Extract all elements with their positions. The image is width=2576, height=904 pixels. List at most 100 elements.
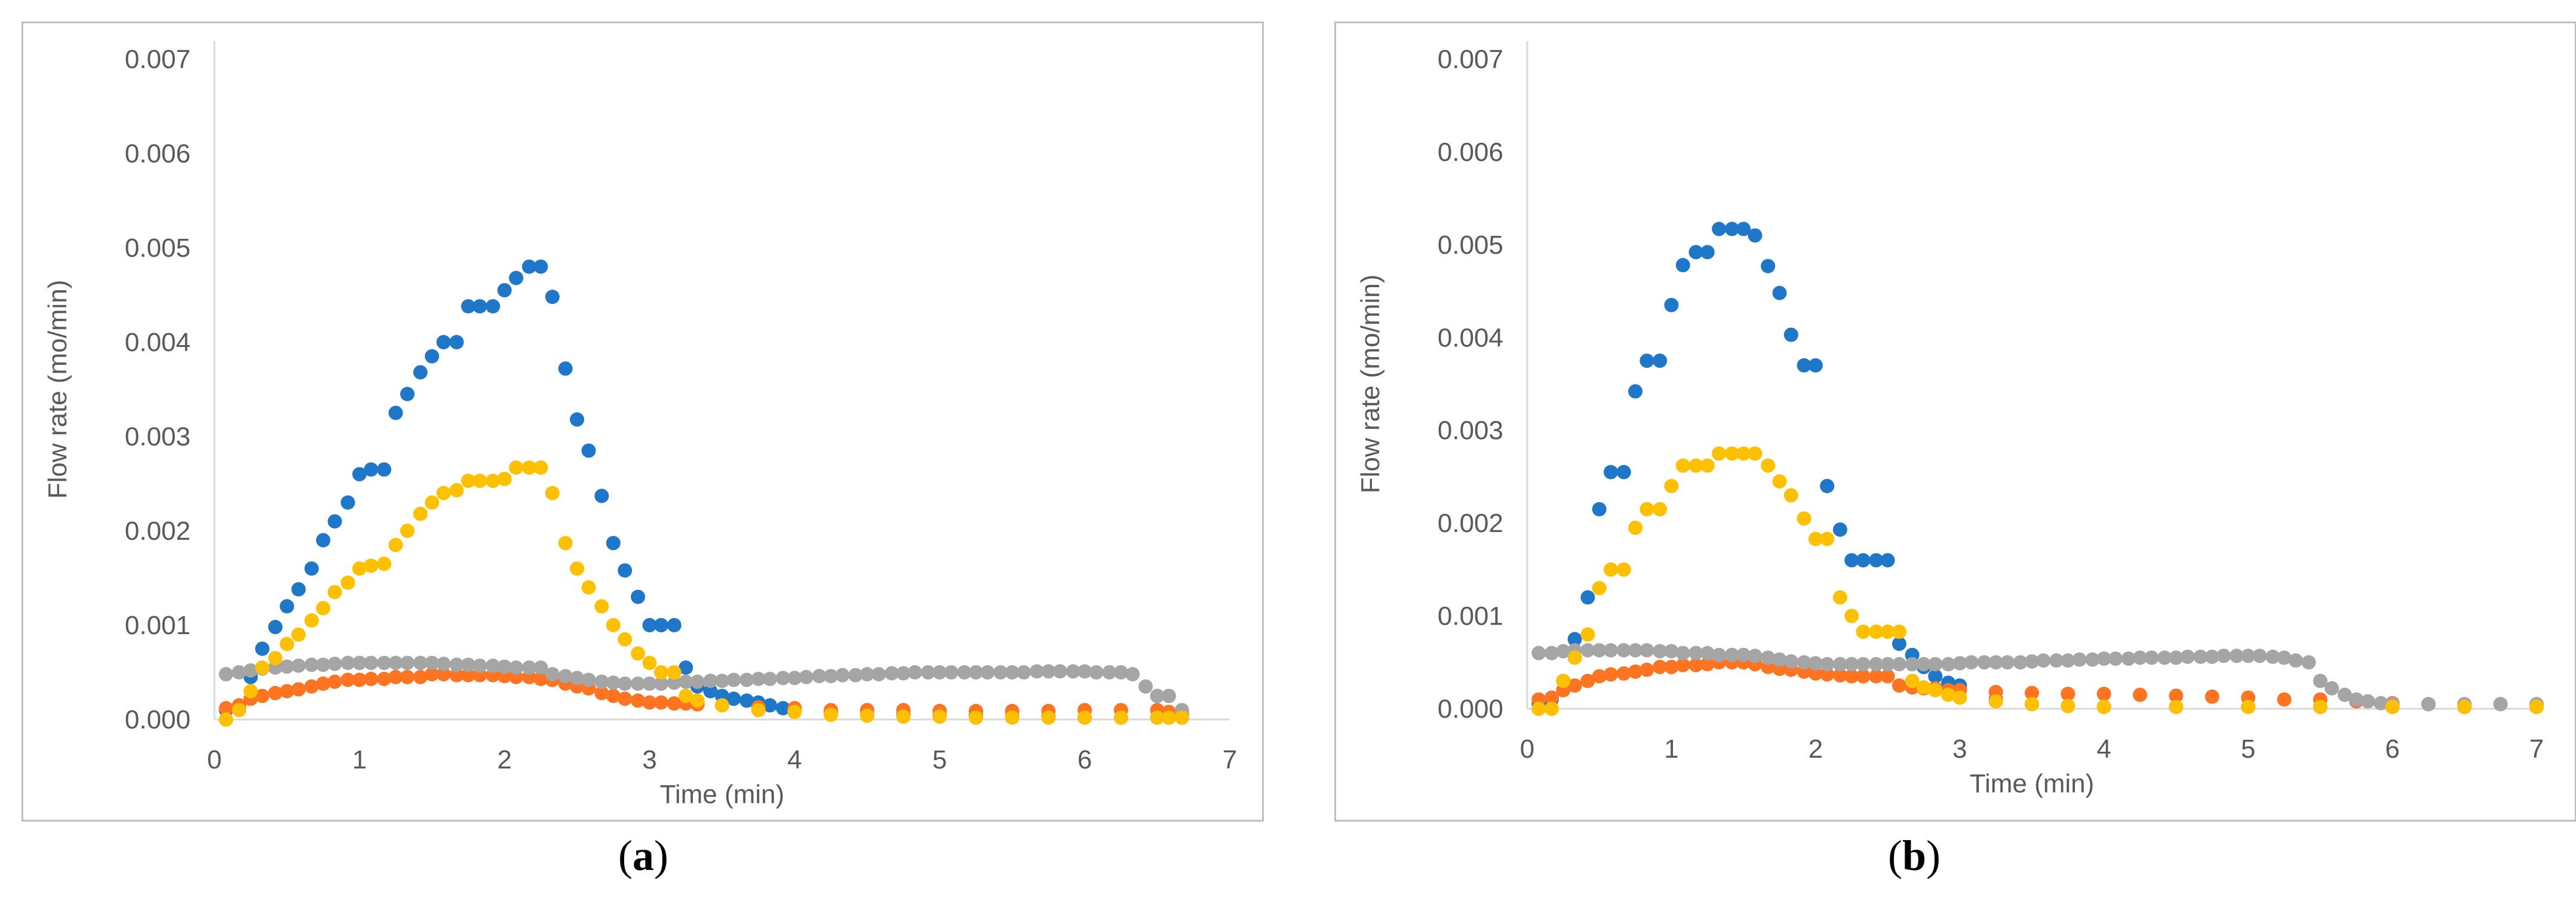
chart1-series-2-point [1639, 662, 1654, 677]
chart1-series-4 [1531, 446, 2544, 716]
chart1-series-1-point [1700, 245, 1715, 260]
chart1-series-3-point [2265, 649, 2280, 664]
chart1-series-3-point [1653, 644, 1668, 659]
chart0-series-1-point [776, 701, 790, 716]
chart1-series-3-point [2000, 655, 2015, 670]
chart-panel-b: 0.000 0.001 0.002 0.003 0.004 0.005 0.006 0.007… [1334, 21, 2576, 822]
chart0-series-3-point [327, 656, 342, 671]
chart0-series-2-point [316, 676, 331, 691]
chart1-series-1-point [1808, 358, 1823, 373]
chart0-series-4-point [678, 688, 693, 703]
chart0-series-2-point [364, 672, 379, 687]
chart0-series-1-point [522, 259, 536, 274]
chart1-series-3-point [1808, 656, 1823, 671]
chart1-series-4-point [1869, 624, 1884, 639]
chart0-series-3-point [1162, 688, 1176, 703]
chart1-series-4-point [2061, 699, 2075, 714]
chart1-series-3-point [1783, 654, 1798, 669]
chart0-series-4-point [219, 712, 234, 727]
chart1-series-3-point [1797, 655, 1812, 670]
chart1-series-4-point [1905, 674, 1920, 688]
chart1-series-1-point [1748, 228, 1763, 243]
chart1-series-4-point [1604, 562, 1619, 577]
chart0-x-tick-label: 7 [1223, 745, 1237, 774]
chart1-series-1-point [1797, 358, 1812, 373]
chart1-series-3-point [1820, 657, 1835, 672]
chart1-series-2-point [1700, 657, 1715, 672]
chart1-series-3-point [2061, 653, 2075, 668]
chart1-series-1-point [1856, 553, 1871, 568]
chart1-series-3-point [2301, 655, 2316, 670]
chart1-series-4-point [2096, 699, 2111, 714]
chart0-series-4-point [1041, 710, 1056, 725]
chart0-series-4-point [340, 575, 355, 590]
chart0-series-4-point [654, 665, 668, 679]
chart0-series-3-point [461, 657, 475, 672]
chart0-series-3-point [1113, 665, 1128, 679]
chart1-series-2-point [2133, 687, 2148, 702]
chart0-series-1-point [352, 467, 367, 482]
chart0-series-3-point [1125, 667, 1140, 682]
chart0-series-3-point [993, 665, 1008, 679]
chart1-series-4-point [1928, 682, 1943, 697]
chart1-series-1-point [1675, 258, 1690, 273]
chart1-series-1-point [1761, 259, 1776, 273]
chart0-series-3-point [606, 675, 621, 690]
chart1-series-1-point [1604, 465, 1619, 479]
chart0-series-3-point [799, 669, 813, 684]
chart1-series-2-point [2205, 689, 2219, 704]
chart0-series-2-point [352, 672, 367, 687]
chart0-series-1-point [425, 349, 440, 364]
chart0-series-2-point [618, 691, 633, 706]
chart1-series-3-point [1556, 644, 1571, 659]
chart1-series-1-point [1736, 222, 1751, 236]
chart0-series-3-point [944, 665, 959, 679]
chart0-series-2-point [667, 696, 681, 711]
chart1-y-tick-label: 0.007 [1438, 45, 1503, 74]
chart1-series-1-point [1844, 553, 1859, 568]
chart0-series-3-point [472, 658, 487, 673]
chart1-series-1-point [1928, 669, 1943, 684]
chart1-series-3-point [2337, 687, 2352, 702]
chart0-series-4-point [787, 705, 802, 719]
chart0-series-4-point [969, 710, 983, 725]
chart1-series-4-point [1580, 627, 1595, 642]
chart1-series-2-point [1820, 667, 1835, 682]
caption-a: (a) [618, 832, 668, 880]
chart1-series-2-point [1844, 669, 1859, 684]
chart1-series-3-point [2313, 674, 2328, 688]
chart0-series-3-point [509, 660, 524, 675]
chart0-series-3-point [763, 672, 778, 687]
chart0-series-2-point [594, 685, 609, 700]
chart1-series-1-point [1653, 353, 1668, 368]
chart0-series-1-point [581, 443, 596, 458]
chart1-series-3-point [2180, 649, 2195, 664]
chart1-series-2-point [2277, 692, 2292, 707]
chart1-series-3-point [1988, 655, 2003, 670]
chart0-series-4-point [436, 485, 451, 500]
chart0-series-3-point [1052, 664, 1067, 679]
chart0-series-2-point [291, 682, 306, 697]
chart0-series-3-point [667, 675, 681, 690]
chart1-x-axis-title: Time (min) [1970, 769, 2095, 798]
chart0-series-1-point [606, 536, 621, 551]
chart1-series-3-point [2144, 650, 2159, 665]
chart0-x-tick-label: 5 [932, 745, 947, 774]
chart0-series-1-point [545, 290, 560, 305]
chart0-series-3-point [436, 656, 451, 671]
chart1-x-tick-label: 7 [2529, 734, 2544, 764]
chart1-series-2-point [1664, 660, 1679, 675]
chart0-series-2-point [340, 672, 355, 687]
chart0-series-4-point [364, 558, 379, 573]
chart0-series-3-point [678, 674, 693, 689]
chart0-series-4-point [377, 556, 392, 571]
chart1-series-4-point [1820, 531, 1835, 546]
chart1-series-2-point [1892, 678, 1906, 693]
chart0-series-4-point [1174, 710, 1189, 725]
chart0-series-3-point [1102, 665, 1117, 679]
chart0-series-1-point [631, 589, 646, 604]
chart0-series-4-point [400, 524, 415, 538]
chart1-series-3-point [2229, 648, 2244, 663]
chart1-series-3-point [1880, 657, 1895, 672]
chart0-y-axis-title: Flow rate (mo/min) [43, 280, 72, 499]
